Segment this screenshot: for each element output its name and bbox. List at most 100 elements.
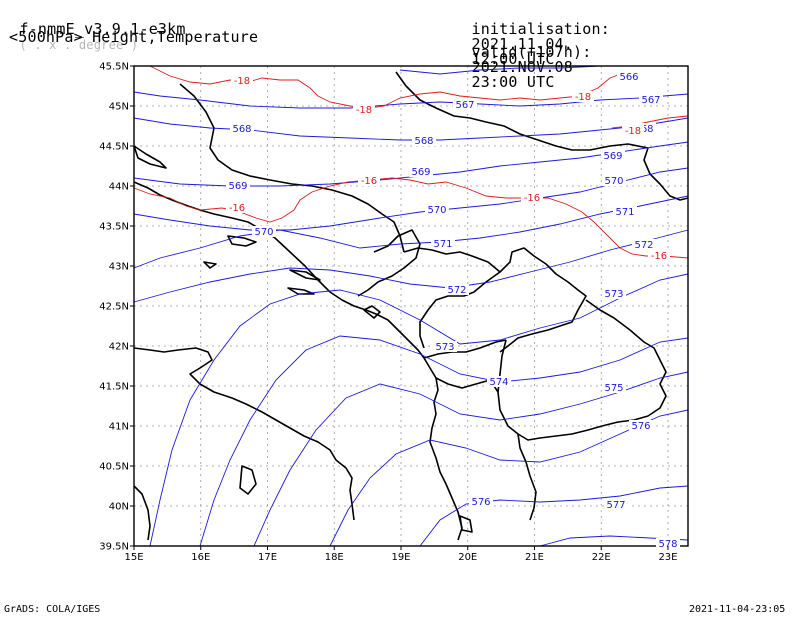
- label-backing: [358, 175, 380, 186]
- temperature-contour-label: -18: [356, 105, 372, 116]
- lat-tick-label: 43N: [109, 262, 129, 273]
- height-contour: [329, 409, 689, 547]
- label-backing: [602, 175, 626, 186]
- lon-tick-label: 23E: [658, 552, 677, 563]
- label-backing: [412, 135, 436, 146]
- height-contour: [149, 273, 689, 547]
- height-contour-label: 576: [631, 421, 650, 432]
- temperature-contour-label: -16: [651, 251, 667, 262]
- height-contour-label: 577: [606, 500, 625, 511]
- label-backing: [602, 382, 626, 393]
- projection-note: ( . x . degree ): [19, 38, 139, 52]
- lon-tick-label: 18E: [325, 552, 344, 563]
- height-contour-label: 576: [471, 497, 490, 508]
- height-contour-label: 567: [455, 100, 474, 111]
- label-backing: [572, 91, 594, 102]
- label-backing: [487, 376, 511, 387]
- lat-tick-label: 41N: [109, 422, 129, 433]
- temperature-contour: [149, 65, 627, 109]
- label-backing: [226, 180, 250, 191]
- coastline: [133, 347, 355, 521]
- label-backing: [353, 104, 375, 115]
- field-title: <500hPa> Height,Temperature: [9, 28, 259, 46]
- init-time: 12:00 UTC: [471, 50, 555, 68]
- init-date: 2021.11.04.: [471, 35, 574, 53]
- label-backing: [433, 341, 457, 352]
- country-border: [423, 339, 507, 359]
- height-contour-label: 571: [433, 239, 452, 250]
- island: [203, 261, 217, 269]
- temperature-contour-label: -18: [234, 76, 250, 87]
- label-backing: [601, 150, 625, 161]
- lat-tick-label: 42N: [109, 342, 129, 353]
- lon-tick-label: 16E: [191, 552, 210, 563]
- height-contour-label: 569: [228, 181, 247, 192]
- country-border: [357, 229, 421, 297]
- height-contour-label: 573: [604, 289, 623, 300]
- height-contour-label: 575: [604, 383, 623, 394]
- island: [239, 465, 257, 495]
- height-contour-label: 567: [641, 95, 660, 106]
- island: [363, 305, 381, 319]
- label-backing: [622, 125, 644, 136]
- temperature-contour-label: -16: [524, 193, 540, 204]
- label-backing: [469, 496, 493, 507]
- label-backing: [656, 538, 680, 549]
- model-title: f-nmmE_v3.9.1-e3km ( . x . degree ): [1, 7, 186, 52]
- label-backing: [613, 206, 637, 217]
- temperature-contour-label: -18: [625, 126, 641, 137]
- lon-tick-label: 20E: [458, 552, 477, 563]
- lat-tick-label: 45N: [109, 102, 129, 113]
- height-contour-label: 568: [232, 124, 251, 135]
- temperature-contour: [133, 177, 689, 259]
- height-labels: 566 567 568 568 569 569 569 570 570 570 571 571 572 5…: [226, 71, 680, 550]
- label-backing: [409, 166, 433, 177]
- init-line: initialisation: 2021.11.04. 12:00 UTC: [453, 7, 610, 67]
- label-backing: [648, 250, 670, 261]
- country-border: [499, 247, 587, 353]
- label-backing: [252, 226, 276, 237]
- height-contour-label: 569: [411, 167, 430, 178]
- temperature-contour-label: -16: [229, 203, 245, 214]
- label-backing: [604, 499, 628, 510]
- label-backing: [425, 204, 449, 215]
- temperature-contour-label: -18: [575, 92, 591, 103]
- temperature-labels: -18 -18 -18 -18 -16 -16 -16 -16: [226, 75, 670, 262]
- country-border: [179, 83, 405, 253]
- label-backing: [632, 239, 656, 250]
- country-border: [395, 71, 649, 151]
- height-contour: [419, 485, 689, 547]
- lat-tick-label: 41.5N: [99, 382, 129, 393]
- lat-tick-label: 44.5N: [99, 142, 129, 153]
- height-contour-label: 578: [658, 539, 677, 550]
- lat-tick-label: 45.5N: [99, 62, 129, 73]
- label-backing: [231, 75, 253, 86]
- valid-date: 2021.NOV.08: [471, 58, 574, 76]
- lat-tick-label: 40.5N: [99, 462, 129, 473]
- country-borders: [133, 71, 689, 541]
- valid-line: valid(+107h): 2021.NOV.08 23:00 UTC: [453, 30, 591, 90]
- lat-tick-label: 42.5N: [99, 302, 129, 313]
- country-border: [497, 299, 667, 441]
- coastline: [423, 357, 463, 541]
- height-contour: [133, 117, 689, 141]
- init-label: initialisation:: [471, 20, 610, 38]
- height-contour: [199, 335, 689, 547]
- label-backing: [453, 99, 477, 110]
- country-border: [643, 147, 689, 201]
- label-backing: [521, 192, 543, 203]
- island: [227, 235, 257, 247]
- footer-credit: GrADS: COLA/IGES: [4, 604, 101, 615]
- label-backing: [629, 420, 653, 431]
- height-contour-label: 568: [414, 136, 433, 147]
- lon-tick-label: 21E: [525, 552, 544, 563]
- height-contour: [399, 65, 688, 75]
- height-contour-label: 574: [489, 377, 508, 388]
- lon-tick-label: 19E: [391, 552, 410, 563]
- label-backing: [639, 94, 663, 105]
- height-contour-label: 571: [615, 207, 634, 218]
- valid-time: 23:00 UTC: [471, 73, 555, 91]
- lon-tick-label: 15E: [124, 552, 143, 563]
- coastline: [133, 485, 151, 541]
